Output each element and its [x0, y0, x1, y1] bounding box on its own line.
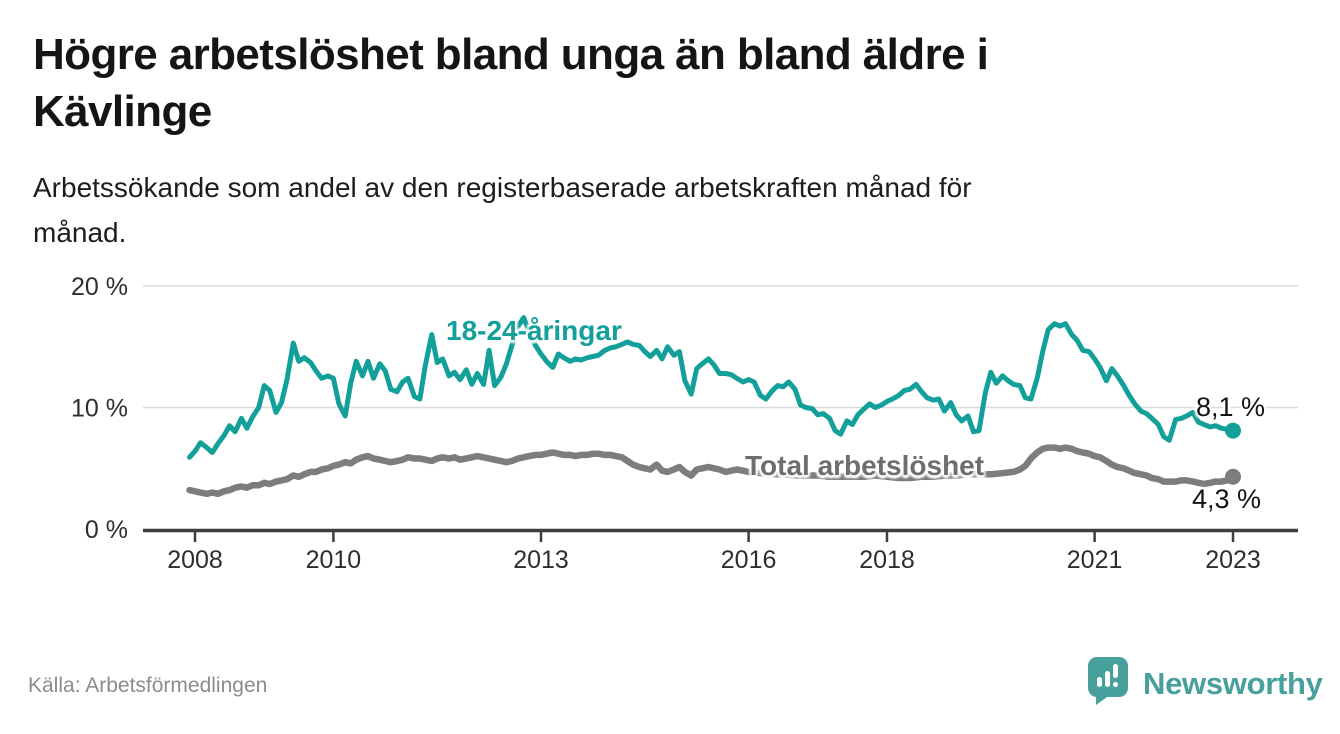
page-title-line-2: Kävlinge [33, 87, 212, 137]
y-axis-tick-label: 10 % [71, 395, 128, 423]
series-line-18-24-åringar [187, 315, 1236, 460]
page-subtitle: Arbetssökande som andel av den registerb… [33, 166, 972, 256]
x-axis-tick-label: 2013 [513, 546, 569, 574]
x-axis-tick-label: 2010 [306, 546, 362, 574]
page-subtitle-line-2: månad. [33, 216, 127, 248]
bar-chart-speech-bubble-icon [1086, 655, 1130, 712]
page-title-line-1: Högre arbetslöshet bland unga än bland ä… [33, 30, 989, 79]
newsworthy-logo: Newsworthy [1086, 655, 1323, 712]
x-axis-tick-label: 2016 [721, 546, 777, 574]
source-attribution: Källa: Arbetsförmedlingen [28, 674, 268, 697]
y-axis-tick-label: 20 % [71, 273, 128, 301]
x-axis-tick-label: 2023 [1205, 546, 1261, 574]
unemployment-line-chart: 0 % 10 % 20 % 2008 2010 2013 2016 2018 2021 2023 [71, 273, 1298, 574]
series-line-Total arbetslöshet [186, 444, 1237, 498]
logo-wordmark: Newsworthy [1143, 665, 1323, 701]
series-end-dot-18-24-åringar [1225, 422, 1241, 439]
end-value-label-young: 8,1 % [1196, 392, 1266, 422]
x-axis-tick-label: 2021 [1067, 546, 1123, 574]
page-subtitle-line-1: Arbetssökande som andel av den registerb… [33, 172, 972, 203]
series-end-dot-Total arbetslöshet [1225, 468, 1241, 485]
x-axis-tick-label: 2018 [859, 546, 915, 574]
end-value-label-total: 4,3 % [1192, 484, 1262, 514]
x-axis-tick-label: 2008 [167, 546, 223, 574]
series-label-total: Total arbetslöshet [745, 450, 985, 481]
series-label-young: 18-24-åringar [446, 315, 622, 346]
page-title: Högre arbetslöshet bland unga än bland ä… [33, 26, 989, 140]
y-axis-tick-label: 0 % [85, 516, 128, 544]
